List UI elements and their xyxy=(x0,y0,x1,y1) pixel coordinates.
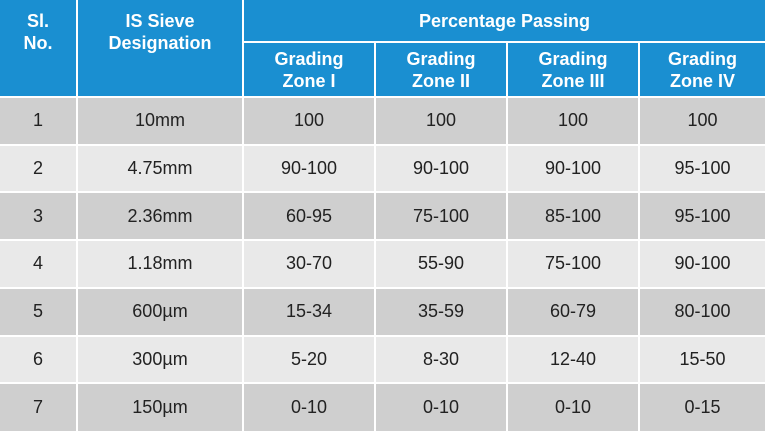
cell-zone-1: 5-20 xyxy=(242,334,376,385)
header-sl-no: Sl. No. xyxy=(0,0,78,98)
header-row-top: Sl. No. IS Sieve Designation Percentage … xyxy=(0,0,765,98)
cell-zone-3: 12-40 xyxy=(506,334,640,385)
cell-sl: 4 xyxy=(0,239,78,289)
cell-zone-4: 15-50 xyxy=(637,334,765,385)
header-sieve-designation: IS Sieve Designation xyxy=(76,0,244,98)
cell-zone-2: 75-100 xyxy=(374,191,508,242)
cell-sl: 7 xyxy=(0,382,78,431)
cell-zone-4: 0-15 xyxy=(637,382,765,431)
cell-zone-4: 100 xyxy=(637,96,765,146)
table-row: 7 150µm 0-10 0-10 0-10 0-15 xyxy=(0,382,765,431)
table-row: 2 4.75mm 90-100 90-100 90-100 95-100 xyxy=(0,143,765,194)
cell-zone-1: 100 xyxy=(242,96,376,146)
cell-sieve: 300µm xyxy=(76,334,244,385)
cell-zone-2: 8-30 xyxy=(374,334,508,385)
cell-zone-3: 85-100 xyxy=(506,191,640,242)
cell-sl: 2 xyxy=(0,143,78,194)
cell-sieve: 600µm xyxy=(76,286,244,337)
cell-zone-3: 0-10 xyxy=(506,382,640,431)
cell-sl: 5 xyxy=(0,286,78,337)
cell-zone-4: 95-100 xyxy=(637,143,765,194)
table-row: 1 10mm 100 100 100 100 xyxy=(0,96,765,146)
cell-zone-3: 100 xyxy=(506,96,640,146)
header-row-zones: Grading Zone I Grading Zone II Grading Z… xyxy=(0,41,765,98)
header-zone-3: Grading Zone III xyxy=(506,41,640,98)
header-zone-1: Grading Zone I xyxy=(243,41,376,98)
cell-sieve: 10mm xyxy=(76,96,244,146)
cell-zone-1: 0-10 xyxy=(242,382,376,431)
cell-sl: 1 xyxy=(0,96,78,146)
table-row: 5 600µm 15-34 35-59 60-79 80-100 xyxy=(0,286,765,337)
cell-zone-4: 90-100 xyxy=(637,239,765,289)
cell-zone-3: 75-100 xyxy=(506,239,640,289)
table-row: 6 300µm 5-20 8-30 12-40 15-50 xyxy=(0,334,765,385)
cell-zone-2: 35-59 xyxy=(374,286,508,337)
cell-zone-1: 90-100 xyxy=(242,143,376,194)
cell-zone-3: 60-79 xyxy=(506,286,640,337)
cell-zone-1: 15-34 xyxy=(242,286,376,337)
table-body: 1 10mm 100 100 100 100 2 4.75mm 90-100 9… xyxy=(0,96,765,431)
cell-zone-2: 55-90 xyxy=(374,239,508,289)
header-zone-2: Grading Zone II xyxy=(374,41,508,98)
cell-zone-1: 30-70 xyxy=(242,239,376,289)
header-percentage-passing: Percentage Passing xyxy=(241,0,765,43)
cell-zone-2: 0-10 xyxy=(374,382,508,431)
cell-zone-4: 80-100 xyxy=(637,286,765,337)
table-row: 4 1.18mm 30-70 55-90 75-100 90-100 xyxy=(0,239,765,289)
cell-zone-4: 95-100 xyxy=(637,191,765,242)
table-row: 3 2.36mm 60-95 75-100 85-100 95-100 xyxy=(0,191,765,242)
cell-sieve: 150µm xyxy=(76,382,244,431)
cell-zone-2: 90-100 xyxy=(374,143,508,194)
table-header: Sl. No. IS Sieve Designation Percentage … xyxy=(0,0,765,98)
cell-sieve: 2.36mm xyxy=(76,191,244,242)
cell-zone-2: 100 xyxy=(374,96,508,146)
cell-zone-1: 60-95 xyxy=(242,191,376,242)
header-zone-4: Grading Zone IV xyxy=(637,41,765,98)
cell-sieve: 4.75mm xyxy=(76,143,244,194)
cell-zone-3: 90-100 xyxy=(506,143,640,194)
cell-sl: 3 xyxy=(0,191,78,242)
cell-sieve: 1.18mm xyxy=(76,239,244,289)
cell-sl: 6 xyxy=(0,334,78,385)
